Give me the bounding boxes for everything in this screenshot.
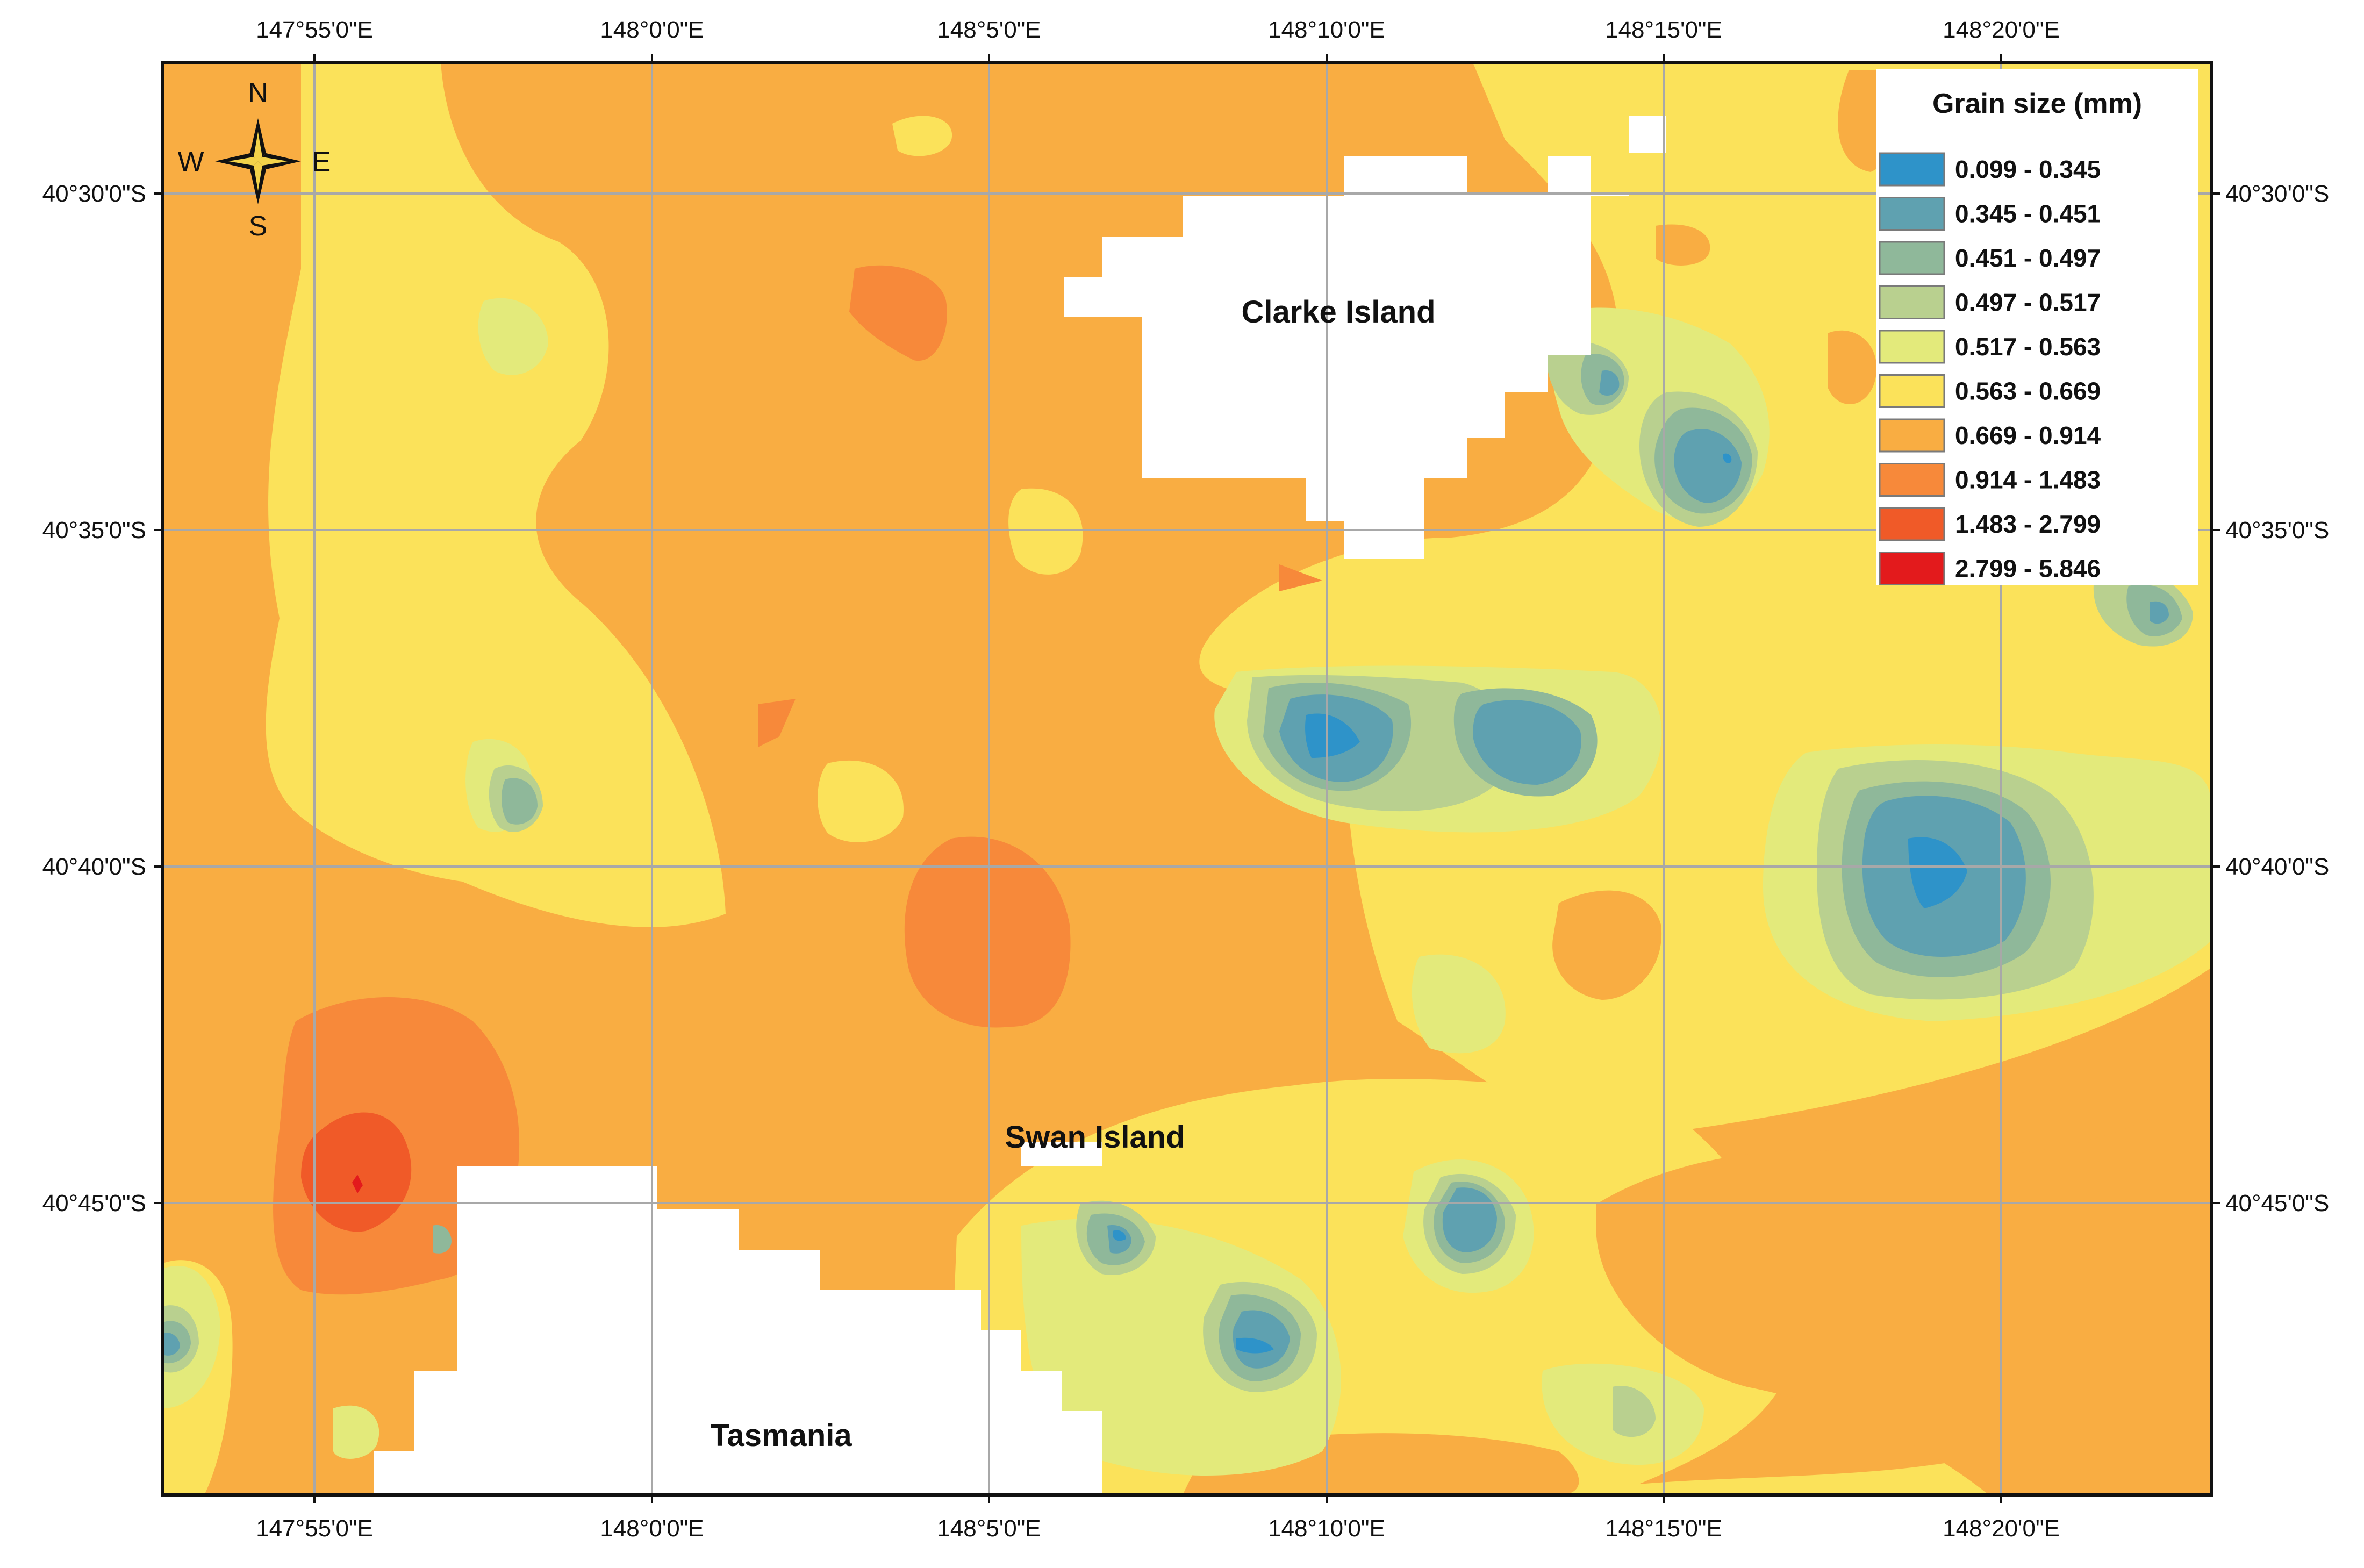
legend-swatch <box>1879 152 1945 187</box>
contour-red-orange <box>301 1112 412 1232</box>
legend-label: 0.914 - 1.483 <box>1955 466 2101 494</box>
compass-e: E <box>312 146 331 177</box>
legend-label: 2.799 - 5.846 <box>1955 555 2101 583</box>
legend-title: Grain size (mm) <box>1932 88 2142 119</box>
lat-label-right: 40°40'0"S <box>2225 854 2329 880</box>
lon-label-bottom: 148°20'0"E <box>1943 1515 2060 1542</box>
lon-label-bottom: 148°10'0"E <box>1268 1515 1385 1542</box>
land-masses <box>374 116 1666 1495</box>
legend-label: 1.483 - 2.799 <box>1955 510 2101 538</box>
lon-label-bottom: 148°5'0"E <box>937 1515 1041 1542</box>
legend-swatch <box>1879 507 1945 541</box>
swan-island-land <box>1021 1142 1102 1166</box>
legend-label: 0.451 - 0.497 <box>1955 244 2101 272</box>
lon-label-top: 148°5'0"E <box>937 17 1041 43</box>
latitude-labels-left: 40°30'0"S 40°35'0"S 40°40'0"S 40°45'0"S <box>42 181 146 1216</box>
legend-label: 0.345 - 0.451 <box>1955 200 2101 228</box>
legend-swatch <box>1879 285 1945 319</box>
compass-w: W <box>177 146 204 177</box>
legend-swatch <box>1879 463 1945 497</box>
compass-rose-icon: N S E W <box>177 77 331 242</box>
lon-label-bottom: 148°15'0"E <box>1605 1515 1722 1542</box>
lat-label-right: 40°35'0"S <box>2225 517 2329 543</box>
lat-label-left: 40°45'0"S <box>42 1190 146 1216</box>
tasmania-label: Tasmania <box>710 1418 852 1453</box>
lat-label-right: 40°30'0"S <box>2225 181 2329 207</box>
lat-label-left: 40°40'0"S <box>42 854 146 880</box>
lat-label-left: 40°30'0"S <box>42 181 146 207</box>
legend-label: 0.099 - 0.345 <box>1955 155 2101 183</box>
legend-swatch <box>1879 197 1945 231</box>
swan-island-label: Swan Island <box>1005 1120 1185 1155</box>
tick-marks <box>154 54 2220 1503</box>
compass-n: N <box>248 77 268 109</box>
clarke-island-land <box>1064 116 1666 559</box>
longitude-labels-top: 147°55'0"E 148°0'0"E 148°5'0"E 148°10'0"… <box>256 17 2060 43</box>
legend-label: 0.517 - 0.563 <box>1955 333 2101 361</box>
lon-label-top: 148°0'0"E <box>600 17 704 43</box>
legend-swatch <box>1879 374 1945 408</box>
lat-label-right: 40°45'0"S <box>2225 1190 2329 1216</box>
legend-label: 0.669 - 0.914 <box>1955 421 2101 449</box>
legend-swatch <box>1879 241 1945 275</box>
compass-s: S <box>249 211 268 242</box>
map-frame <box>161 61 2213 1497</box>
longitude-labels-bottom: 147°55'0"E 148°0'0"E 148°5'0"E 148°10'0"… <box>256 1515 2060 1542</box>
legend-items: 0.099 - 0.345 0.345 - 0.451 0.451 - 0.497 0… <box>1879 152 2101 585</box>
contour-blue <box>1113 453 1967 1354</box>
legend-label: 0.497 - 0.517 <box>1955 289 2101 317</box>
map-body <box>163 62 2211 1495</box>
lon-label-top: 147°55'0"E <box>256 17 373 43</box>
lat-label-left: 40°35'0"S <box>42 517 146 543</box>
legend-swatch <box>1879 552 1945 585</box>
lon-label-top: 148°20'0"E <box>1943 17 2060 43</box>
lon-label-top: 148°10'0"E <box>1268 17 1385 43</box>
lon-label-bottom: 147°55'0"E <box>256 1515 373 1542</box>
tasmania-land <box>374 1166 1102 1495</box>
legend-swatch <box>1879 330 1945 364</box>
legend: Grain size (mm) 0.099 - 0.345 0.345 - 0.4… <box>1876 69 2198 585</box>
contour-red-peak <box>352 1175 363 1193</box>
latitude-labels-right: 40°30'0"S 40°35'0"S 40°40'0"S 40°45'0"S <box>2225 181 2329 1216</box>
graticule <box>163 62 2211 1495</box>
lon-label-bottom: 148°0'0"E <box>600 1515 704 1542</box>
legend-label: 0.563 - 0.669 <box>1955 377 2101 405</box>
clarke-island-label: Clarke Island <box>1241 295 1435 330</box>
legend-swatch <box>1879 418 1945 453</box>
lon-label-top: 148°15'0"E <box>1605 17 1722 43</box>
